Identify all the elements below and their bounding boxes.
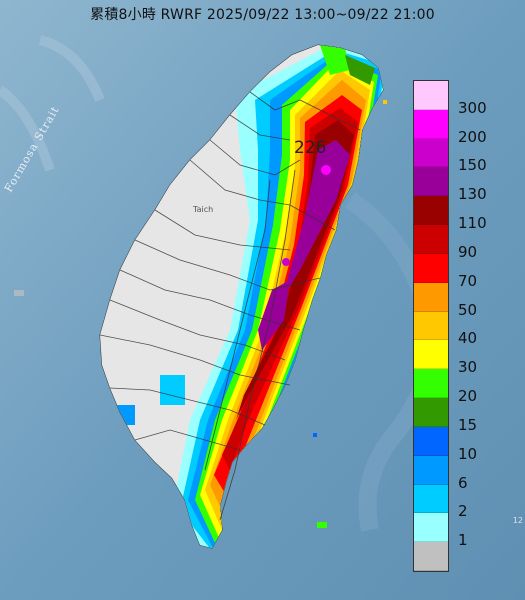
- legend-swatch: [414, 455, 448, 485]
- legend-swatch: [414, 311, 448, 341]
- legend-swatch: [414, 398, 448, 427]
- legend-label: 20: [458, 387, 478, 406]
- legend-label: 200: [458, 127, 487, 146]
- city-label: Taich: [193, 205, 214, 214]
- legend-swatch: [414, 225, 448, 254]
- legend-label: 130: [458, 185, 487, 204]
- legend-swatch: [414, 484, 448, 514]
- admin-boundaries: [99, 91, 361, 521]
- legend-label: 50: [458, 300, 478, 319]
- islet: [317, 522, 327, 528]
- legend-swatch: [414, 253, 448, 283]
- legend-label: 300: [458, 98, 487, 117]
- islet: [313, 433, 317, 437]
- legend-swatch: [414, 369, 448, 399]
- legend-label: 110: [458, 214, 487, 233]
- legend-swatch: [414, 542, 448, 572]
- legend-label: 150: [458, 156, 487, 175]
- sea-relief-2: [0, 35, 105, 172]
- legend-labels: 300 200 150 130 110 90 70 50 40 30 20 15 10 6 2 1: [458, 80, 518, 570]
- map-title: 累積8小時 RWRF 2025/09/22 13:00~09/22 21:00: [90, 7, 435, 23]
- legend-label: 90: [458, 242, 478, 261]
- max-rainfall-label: 226: [294, 138, 327, 158]
- legend-swatch: [414, 109, 448, 139]
- legend-swatch: [414, 426, 448, 456]
- legend-label: 10: [458, 444, 478, 463]
- legend-swatch: [414, 282, 448, 312]
- legend-swatch: [414, 167, 448, 197]
- legend-label: 6: [458, 473, 468, 492]
- legend-label: 15: [458, 415, 478, 434]
- islet: [383, 100, 387, 104]
- legend-label: 2: [458, 502, 468, 521]
- legend-label: 30: [458, 358, 478, 377]
- legend-swatch: [414, 340, 448, 370]
- legend-swatch: [414, 81, 448, 110]
- legend-swatch: [414, 513, 448, 543]
- islet: [14, 290, 24, 296]
- color-legend: [413, 80, 449, 572]
- legend-label: 70: [458, 271, 478, 290]
- corner-note: 12: [512, 516, 523, 525]
- legend-label: 40: [458, 329, 478, 348]
- legend-swatch: [414, 138, 448, 168]
- legend-swatch: [414, 196, 448, 226]
- legend-label: 1: [458, 531, 468, 550]
